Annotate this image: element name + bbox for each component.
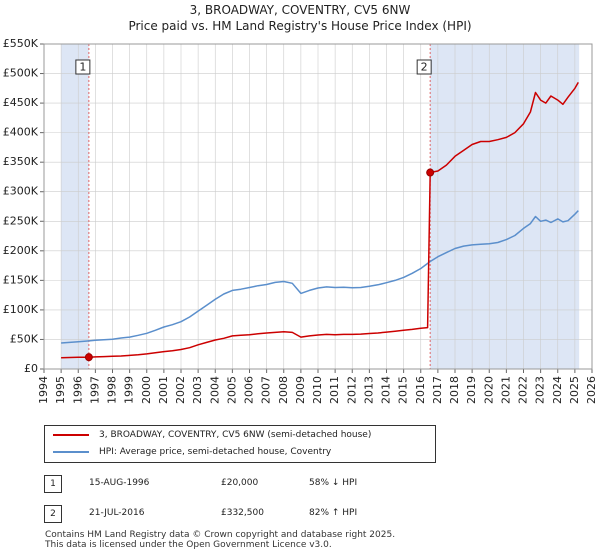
x-tick-label: 2023	[534, 376, 547, 404]
transaction-date: 15-AUG-1996	[89, 478, 150, 488]
x-tick-label: 1997	[88, 376, 101, 404]
y-tick-label: £550K	[3, 37, 39, 50]
y-axis: £0 £50K £100K £150K £200K £250K £300K £350K £400…	[3, 37, 44, 375]
x-tick-label: 2019	[465, 376, 478, 404]
y-tick-label: £200K	[3, 244, 39, 257]
gridlines	[43, 43, 593, 370]
legend-label-hpi: HPI: Average price, semi-detached house,…	[99, 447, 332, 457]
transaction-hpi-diff: 58% ↓ HPI	[309, 478, 358, 488]
footer-copyright: Contains HM Land Registry data © Crown c…	[45, 530, 396, 540]
transaction-marker: 2	[44, 505, 62, 523]
transaction-hpi-diff: 82% ↑ HPI	[309, 508, 358, 518]
y-tick-label: £0	[24, 362, 38, 375]
transaction-row: 1 15-AUG-1996 £20,000 58% ↓ HPI	[44, 474, 564, 494]
x-tick-label: 1999	[123, 376, 136, 404]
x-tick-label: 1996	[71, 376, 84, 404]
x-tick-label: 2013	[362, 376, 375, 404]
y-tick-label: £350K	[3, 155, 39, 168]
x-tick-label: 2014	[380, 376, 393, 404]
x-tick-label: 2001	[157, 376, 170, 404]
hpi-line	[61, 210, 579, 344]
x-tick-label: 2018	[448, 376, 461, 404]
series-lines	[61, 82, 579, 359]
x-tick-label: 2015	[397, 376, 410, 404]
x-axis: 1994 1995 1996 1997 1998 1999 2000 2001 2002 2003…	[37, 369, 598, 404]
x-tick-label: 2021	[499, 376, 512, 404]
footer-licence: This data is licensed under the Open Gov…	[45, 540, 332, 550]
price-chart: 1994 1995 1996 1997 1998 1999 2000 2001 2002 2003…	[3, 37, 598, 404]
transaction-badge	[75, 59, 91, 75]
transaction-badge-label: 2	[421, 61, 428, 74]
transactions-table: 1 15-AUG-1996 £20,000 58% ↓ HPI 2 21-JUL…	[44, 474, 564, 534]
y-tick-label: £50K	[10, 332, 39, 345]
x-tick-label: 2017	[431, 376, 444, 404]
x-tick-label: 2002	[174, 376, 187, 404]
x-tick-label: 1994	[37, 376, 50, 404]
transaction-price: £20,000	[221, 478, 259, 488]
transaction-badge	[416, 59, 432, 75]
transaction-point	[84, 353, 93, 362]
x-tick-label: 2003	[191, 376, 204, 404]
x-tick-label: 2007	[260, 376, 273, 404]
x-tick-label: 2024	[551, 376, 564, 404]
x-tick-label: 2004	[208, 376, 221, 404]
y-tick-label: £450K	[3, 96, 39, 109]
transaction-date: 21-JUL-2016	[89, 508, 145, 518]
x-tick-label: 2025	[568, 376, 581, 404]
x-tick-label: 2026	[585, 376, 598, 404]
y-tick-label: £100K	[3, 303, 39, 316]
transaction-point	[426, 168, 435, 177]
transaction-points	[84, 168, 435, 362]
x-tick-label: 2016	[414, 376, 427, 404]
y-tick-label: £250K	[3, 214, 39, 227]
shaded-regions	[61, 44, 580, 369]
y-tick-label: £500K	[3, 67, 39, 80]
shaded-region	[61, 44, 89, 369]
price-paid-line	[61, 82, 579, 359]
x-tick-label: 1995	[54, 376, 67, 404]
x-tick-label: 2008	[277, 376, 290, 404]
chart-title-line2: Price paid vs. HM Land Registry's House …	[128, 19, 472, 33]
x-tick-label: 2011	[328, 376, 341, 404]
x-tick-label: 2009	[294, 376, 307, 404]
x-tick-label: 2020	[482, 376, 495, 404]
x-tick-label: 1998	[106, 376, 119, 404]
x-tick-label: 2010	[311, 376, 324, 404]
transaction-price: £332,500	[221, 508, 264, 518]
legend-swatch-price	[53, 434, 89, 436]
y-tick-label: £300K	[3, 185, 39, 198]
legend-label-price: 3, BROADWAY, COVENTRY, CV5 6NW (semi-det…	[99, 430, 372, 440]
shaded-region	[430, 44, 580, 369]
x-tick-label: 2006	[243, 376, 256, 404]
chart-title: 3, BROADWAY, COVENTRY, CV5 6NW Price pai…	[0, 2, 600, 34]
y-tick-label: £150K	[3, 273, 39, 286]
footer: Contains HM Land Registry data © Crown c…	[45, 530, 395, 550]
transaction-marker: 1	[44, 475, 62, 493]
legend: 3, BROADWAY, COVENTRY, CV5 6NW (semi-det…	[44, 425, 436, 463]
chart-title-line1: 3, BROADWAY, COVENTRY, CV5 6NW	[189, 3, 411, 17]
plot-frame	[43, 43, 593, 370]
y-tick-label: £400K	[3, 126, 39, 139]
transaction-row: 2 21-JUL-2016 £332,500 82% ↑ HPI	[44, 504, 564, 524]
x-tick-label: 2022	[517, 376, 530, 404]
legend-swatch-hpi	[53, 451, 89, 453]
x-tick-label: 2000	[140, 376, 153, 404]
x-tick-label: 2005	[225, 376, 238, 404]
transaction-badge-label: 1	[79, 61, 86, 74]
transaction-vertical-lines	[88, 44, 431, 369]
x-tick-label: 2012	[345, 376, 358, 404]
